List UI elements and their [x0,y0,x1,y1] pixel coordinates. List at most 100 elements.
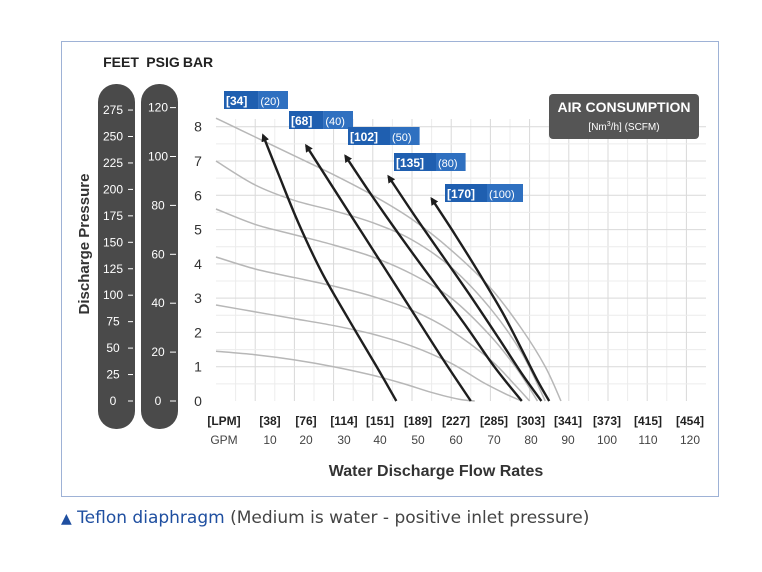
air-label-scfm: (20) [260,96,280,108]
feet-tick-label: 0 [110,394,117,408]
legend-box [549,94,699,139]
legend: AIR CONSUMPTION [Nm3/h] (SCFM) [549,94,699,139]
x-tick-lpm: [341] [554,414,582,428]
caption-sub: (Medium is water - positive inlet pressu… [224,508,590,528]
air-label-box [348,127,390,145]
caption: ▲ Teflon diaphragm (Medium is water - po… [61,508,761,528]
x-tick-lpm: [227] [442,414,470,428]
air-label-box [445,184,487,202]
bar-tick-label: 3 [194,290,202,306]
x-tick-gpm: 90 [561,433,575,447]
air-label-lpm: [135] [396,156,424,170]
x-tick-gpm: 60 [449,433,463,447]
x-tick-gpm: 40 [373,433,387,447]
air-label: [170] (100) [445,184,523,202]
legend-title: AIR CONSUMPTION [558,99,691,115]
psig-tick-label: 60 [151,247,165,261]
x-tick-lpm: [114] [330,414,357,428]
unit-header: BAR [183,54,213,70]
x-tick-gpm: 10 [263,433,277,447]
x-tick-gpm: 120 [680,433,700,447]
flow-curve [215,350,475,402]
unit-header: PSIG [146,54,180,70]
caption-main: Teflon diaphragm [71,508,225,528]
feet-tick-label: 200 [103,182,123,196]
air-label-box [390,127,420,145]
psig-scale-pill [141,84,178,429]
psig-tick-label: 80 [151,198,165,212]
x-tick-gpm: 80 [524,433,538,447]
y-axis-title: Discharge Pressure [76,174,93,315]
feet-scale-pill [98,84,135,429]
bar-tick-label: 7 [194,153,202,169]
bar-tick-label: 8 [194,119,202,135]
psig-tick-label: 120 [148,101,168,115]
air-label: [102] (50) [348,127,420,145]
feet-tick-label: 150 [103,235,123,249]
legend-subtitle-suffix: /h] (SCFM) [611,122,660,133]
air-label-lpm: [102] [350,130,378,144]
x-tick-gpm: 70 [487,433,501,447]
bar-tick-label: 1 [194,359,202,375]
x-tick-gpm: 50 [411,433,425,447]
air-label-box [487,184,523,202]
air-consumption-line [261,133,398,402]
feet-tick-label: 50 [106,341,120,355]
x-tick-lpm: [76] [295,414,316,428]
x-axis-title: Water Discharge Flow Rates [329,463,544,480]
flow-curve [215,304,523,402]
x-tick-lpm: [38] [259,414,280,428]
bar-tick-label: 2 [194,324,202,340]
bar-tick-label: 0 [194,393,202,409]
psig-tick-label: 0 [155,394,162,408]
bar-tick-label: 4 [194,256,202,272]
feet-tick-label: 175 [103,209,123,223]
x-tick-lpm: [454] [676,414,704,428]
feet-tick-label: 25 [106,368,120,382]
x-tick-gpm: 110 [638,433,657,447]
x-tick-gpm: 20 [299,433,313,447]
air-label-scfm: (40) [325,116,345,128]
x-tick-gpm: GPM [210,433,237,447]
air-label-scfm: (80) [438,158,458,170]
air-label-scfm: (50) [392,132,412,144]
x-tick-lpm: [285] [480,414,508,428]
psig-tick-label: 20 [151,345,165,359]
feet-tick-label: 225 [103,156,123,170]
air-label-box [289,111,324,129]
air-consumption-line [387,174,543,402]
legend-superscript: 3 [607,121,611,128]
triangle-marker-icon: ▲ [61,511,72,527]
x-tick-lpm: [373] [593,414,621,428]
psig-tick-label: 100 [148,150,168,164]
legend-subtitle: [Nm3/h] (SCFM) [588,121,659,133]
unit-header: FEET [103,54,139,70]
bar-tick-label: 6 [194,187,202,203]
x-tick-lpm: [303] [517,414,545,428]
air-label-lpm: [34] [226,94,247,108]
bar-tick-label: 5 [194,222,202,238]
air-consumption-line [430,197,551,402]
x-tick-lpm: [415] [634,414,662,428]
flow-curve [215,160,546,402]
air-label-lpm: [68] [291,114,312,128]
air-label-lpm: [170] [447,187,475,201]
air-label-box [323,111,353,129]
air-label-box [224,91,259,109]
feet-tick-label: 75 [106,315,120,329]
feet-tick-label: 125 [103,262,123,276]
air-label-box [394,153,436,171]
air-label: [34] (20) [224,91,288,109]
feet-tick-label: 250 [103,130,123,144]
flow-curve [215,117,562,402]
x-tick-gpm: 100 [597,433,617,447]
air-label: [68] (40) [289,111,353,129]
psig-tick-label: 40 [151,296,165,310]
x-tick-lpm: [LPM] [207,414,240,428]
x-tick-lpm: [151] [366,414,394,428]
air-consumption-line [344,154,523,402]
air-label-scfm: (100) [489,189,515,201]
air-label-box [258,91,288,109]
flow-curve [215,256,531,402]
